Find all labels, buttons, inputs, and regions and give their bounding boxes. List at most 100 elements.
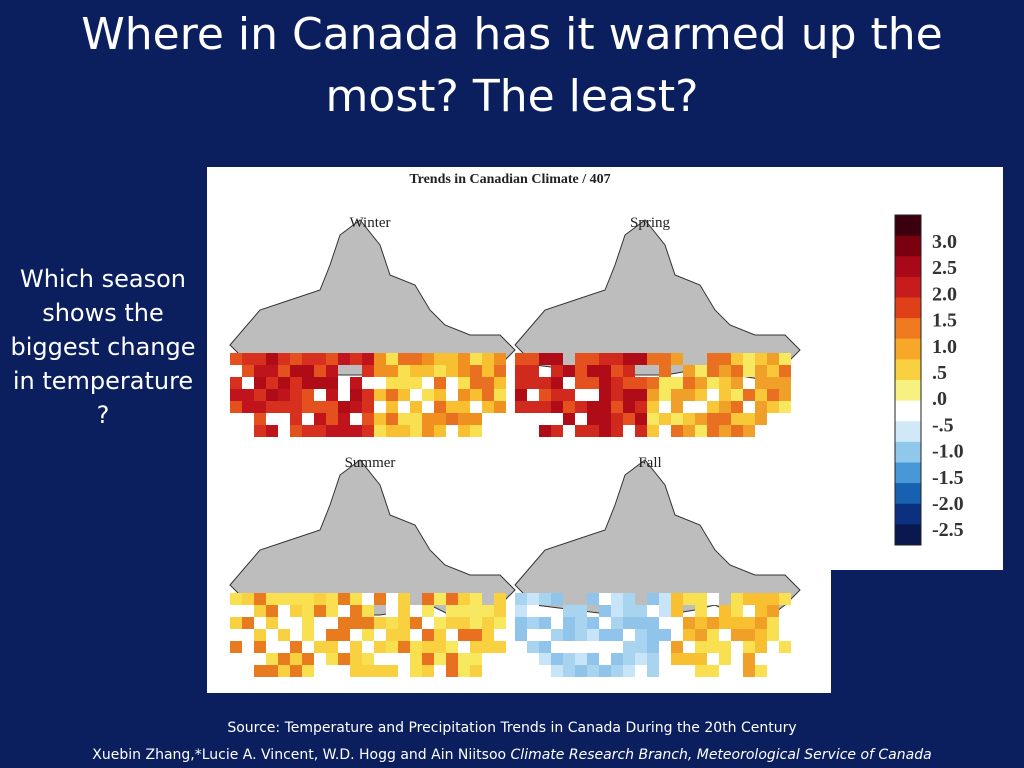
map-cell xyxy=(386,605,398,617)
map-cell xyxy=(551,665,563,677)
map-cell xyxy=(410,629,422,641)
map-cell xyxy=(398,593,410,605)
map-cell xyxy=(398,365,410,377)
map-cell xyxy=(350,401,362,413)
map-cell xyxy=(398,605,410,617)
map-cell xyxy=(458,653,470,665)
map-cell xyxy=(434,653,446,665)
map-cell xyxy=(290,365,302,377)
map-cell xyxy=(719,413,731,425)
map-cell xyxy=(551,629,563,641)
figure-header: Trends in Canadian Climate / 407 xyxy=(409,172,610,187)
map-cell xyxy=(515,629,527,641)
map-cell xyxy=(599,617,611,629)
map-cell xyxy=(338,353,350,365)
map-cell xyxy=(374,641,386,653)
map-cell xyxy=(731,413,743,425)
legend-swatch xyxy=(895,421,921,443)
map-cell xyxy=(434,389,446,401)
map-cell xyxy=(551,389,563,401)
map-cell xyxy=(494,617,506,629)
map-land xyxy=(229,459,516,621)
map-cell xyxy=(254,401,266,413)
map-cell xyxy=(446,413,458,425)
map-cell xyxy=(242,605,254,617)
map-cell xyxy=(362,593,374,605)
map-cell xyxy=(695,605,707,617)
map-cell xyxy=(338,617,350,629)
map-cell xyxy=(290,641,302,653)
map-cell xyxy=(647,605,659,617)
map-cell xyxy=(695,629,707,641)
legend-label: .0 xyxy=(932,388,947,410)
map-cell xyxy=(350,629,362,641)
map-cell xyxy=(302,365,314,377)
map-cell xyxy=(266,629,278,641)
map-cell xyxy=(278,389,290,401)
map-cell xyxy=(482,641,494,653)
legend-swatch xyxy=(895,256,921,278)
map-cell xyxy=(527,617,539,629)
map-cell xyxy=(743,413,755,425)
map-cell xyxy=(635,653,647,665)
legend-label: 2.0 xyxy=(932,283,957,305)
map-cell xyxy=(410,665,422,677)
map-cell xyxy=(659,353,671,365)
map-cell xyxy=(290,401,302,413)
map-cell xyxy=(434,353,446,365)
map-cell xyxy=(302,641,314,653)
map-cell xyxy=(470,353,482,365)
map-cell xyxy=(386,413,398,425)
panel-label: Winter xyxy=(349,215,390,231)
map-cell xyxy=(278,353,290,365)
map-cell xyxy=(350,593,362,605)
legend-swatch xyxy=(895,235,921,257)
map-cell xyxy=(647,389,659,401)
map-cell xyxy=(434,413,446,425)
map-cell xyxy=(398,641,410,653)
map-cell xyxy=(755,605,767,617)
map-cell xyxy=(446,653,458,665)
map-cell xyxy=(647,425,659,437)
map-cell xyxy=(470,617,482,629)
map-cell xyxy=(458,365,470,377)
map-cell xyxy=(539,377,551,389)
map-cell xyxy=(515,365,527,377)
map-cell xyxy=(563,605,575,617)
legend-label: 2.5 xyxy=(932,257,957,279)
map-cell xyxy=(458,413,470,425)
map-cell xyxy=(767,593,779,605)
map-cell xyxy=(290,617,302,629)
map-cell xyxy=(422,365,434,377)
map-cell xyxy=(575,353,587,365)
map-cell xyxy=(635,389,647,401)
map-cell xyxy=(539,401,551,413)
map-cell xyxy=(539,389,551,401)
map-cell xyxy=(767,605,779,617)
map-cell xyxy=(482,377,494,389)
map-cell xyxy=(254,629,266,641)
map-cell xyxy=(290,605,302,617)
map-cell xyxy=(635,617,647,629)
map-cell xyxy=(623,593,635,605)
map-cell xyxy=(755,401,767,413)
map-cell xyxy=(659,413,671,425)
map-cell xyxy=(779,641,791,653)
map-cell xyxy=(719,665,731,677)
map-cell xyxy=(671,629,683,641)
map-cell xyxy=(563,413,575,425)
legend-label: 1.5 xyxy=(932,310,957,332)
map-cell xyxy=(326,425,338,437)
map-cell xyxy=(719,629,731,641)
map-cell xyxy=(611,665,623,677)
map-cell xyxy=(254,605,266,617)
map-cell xyxy=(551,425,563,437)
legend-label: -1.5 xyxy=(932,467,964,489)
map-cell xyxy=(470,425,482,437)
map-cell xyxy=(386,425,398,437)
map-cell xyxy=(575,401,587,413)
map-cell xyxy=(623,665,635,677)
map-cell xyxy=(242,401,254,413)
map-cell xyxy=(326,605,338,617)
map-cell xyxy=(266,425,278,437)
